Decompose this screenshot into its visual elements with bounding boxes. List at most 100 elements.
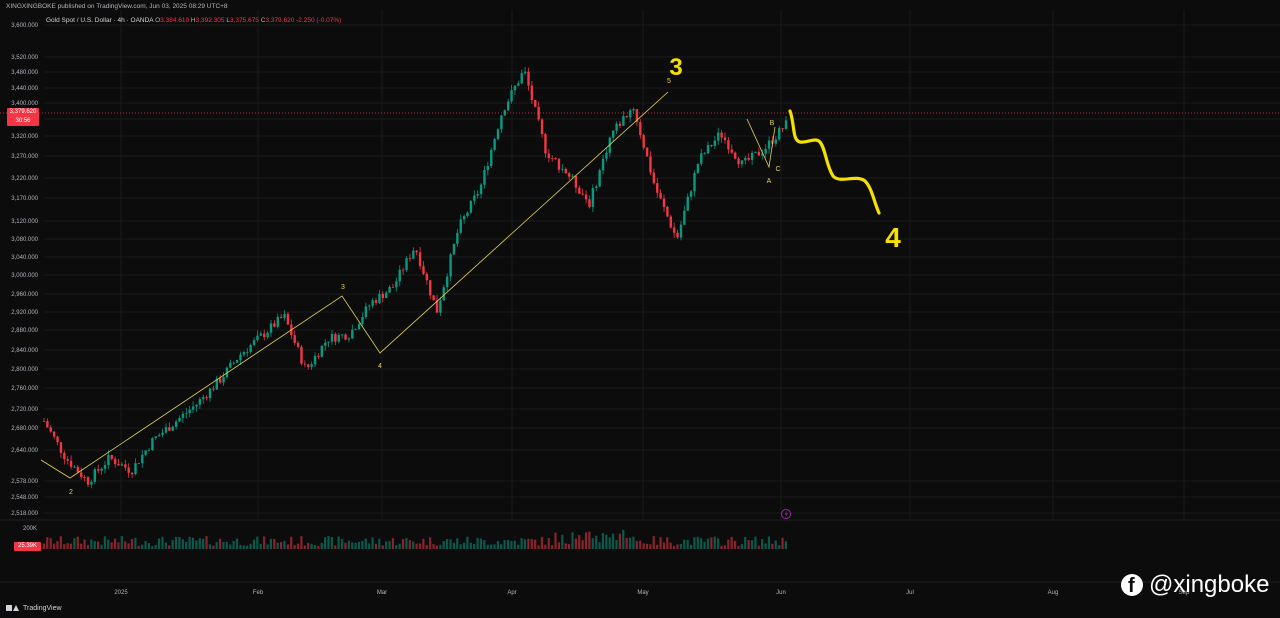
volume-bar bbox=[527, 538, 530, 549]
candle-body bbox=[134, 463, 137, 475]
candle-body bbox=[459, 219, 462, 233]
volume-bar bbox=[256, 536, 259, 549]
volume-bar bbox=[385, 541, 388, 549]
elliott-wave-lines[interactable] bbox=[40, 91, 776, 479]
volume-bar bbox=[479, 538, 483, 549]
volume-bar bbox=[66, 543, 69, 549]
candle-body bbox=[432, 295, 435, 301]
candle-body bbox=[361, 317, 364, 324]
wave-line-correction[interactable] bbox=[746, 118, 776, 169]
y-tick-label: 2,518.000 bbox=[11, 511, 38, 517]
volume-bar bbox=[63, 544, 66, 549]
candle-body bbox=[141, 454, 144, 464]
candle-body bbox=[310, 364, 313, 367]
time-axis[interactable]: 2025 Feb Mar Apr May Jun Jul Aug Sep bbox=[114, 590, 1190, 596]
volume-bar bbox=[466, 536, 469, 549]
open-label: O bbox=[155, 17, 161, 24]
volume-bar bbox=[493, 544, 496, 549]
volume-bar bbox=[679, 544, 682, 549]
volume-bar bbox=[639, 540, 642, 549]
candle-body bbox=[635, 109, 639, 123]
y-tick-label: 3,600.000 bbox=[11, 23, 38, 29]
candle-body bbox=[86, 477, 90, 485]
volume-bar bbox=[750, 540, 754, 549]
volume-bar bbox=[412, 541, 415, 549]
candle-body bbox=[225, 367, 229, 378]
volume-bar bbox=[310, 543, 313, 549]
candle-body bbox=[273, 323, 276, 327]
volume-bar bbox=[351, 542, 354, 549]
volume-bar bbox=[567, 544, 571, 549]
y-tick-label: 3,120.000 bbox=[11, 219, 38, 225]
hand-drawn-projection[interactable] bbox=[788, 109, 881, 215]
candle-body bbox=[266, 332, 269, 338]
candle-body bbox=[395, 281, 398, 288]
volume-bar bbox=[120, 536, 123, 549]
projection-squiggle[interactable] bbox=[788, 109, 881, 215]
candle-body bbox=[391, 286, 395, 288]
volume-bar bbox=[544, 544, 547, 549]
volume-bar bbox=[408, 540, 411, 549]
candle-body bbox=[778, 128, 781, 140]
candle-body bbox=[100, 468, 103, 471]
y-tick-label: 3,080.000 bbox=[11, 237, 38, 243]
x-tick-label: Mar bbox=[377, 590, 387, 596]
volume-bar bbox=[605, 534, 608, 549]
volume-bar bbox=[266, 544, 269, 549]
volume-bar bbox=[73, 538, 76, 549]
volume-bar bbox=[198, 538, 201, 549]
tradingview-logo[interactable]: TradingView bbox=[6, 604, 62, 612]
wave-label: 2 bbox=[69, 489, 73, 496]
volume-bar bbox=[510, 540, 513, 549]
candle-body bbox=[344, 334, 347, 340]
candle-body bbox=[598, 170, 601, 187]
symbol-legend[interactable]: Gold Spot / U.S. Dollar · 4h · OANDA O3,… bbox=[46, 17, 341, 24]
y-tick-label: 3,040.000 bbox=[11, 255, 38, 261]
candle-body bbox=[666, 206, 669, 217]
volume-bar bbox=[361, 540, 364, 549]
candlesticks[interactable] bbox=[42, 66, 788, 489]
candle-body bbox=[679, 224, 683, 238]
volume-bar bbox=[141, 544, 144, 549]
symbol-title[interactable]: Gold Spot / U.S. Dollar · 4h · OANDA bbox=[46, 17, 154, 24]
price-axis[interactable]: 3,600.000 3,520.000 3,480.000 3,440.000 3,40… bbox=[11, 23, 38, 517]
volume-bar bbox=[476, 537, 479, 549]
y-tick-label: 3,220.000 bbox=[11, 176, 38, 182]
candle-body bbox=[90, 481, 93, 485]
candle-body bbox=[388, 286, 391, 293]
candle-body bbox=[462, 216, 466, 220]
volume-bar bbox=[307, 542, 310, 549]
candle-body bbox=[686, 196, 689, 211]
volume-bar bbox=[191, 537, 195, 549]
candle-body bbox=[239, 354, 242, 361]
candle-body bbox=[628, 110, 632, 118]
volume-bar bbox=[320, 542, 323, 549]
lightning-icon[interactable] bbox=[781, 509, 791, 519]
volume-bar bbox=[185, 541, 188, 549]
volume-bar bbox=[723, 545, 727, 549]
wave-line-main[interactable] bbox=[40, 91, 669, 479]
volume-bar bbox=[215, 542, 218, 549]
tradingview-icon bbox=[6, 604, 20, 612]
volume-bar bbox=[666, 537, 669, 549]
candle-body bbox=[334, 334, 337, 342]
volume-bar bbox=[578, 535, 581, 549]
candle-body bbox=[154, 436, 158, 439]
volume-bar bbox=[595, 535, 598, 549]
y-tick-label: 2,720.000 bbox=[11, 407, 38, 413]
volume-bar bbox=[523, 539, 527, 549]
volume-bar bbox=[334, 545, 337, 549]
candle-body bbox=[510, 90, 513, 102]
candle-body bbox=[330, 334, 334, 342]
volume-bar bbox=[676, 544, 679, 549]
volume-bar bbox=[632, 536, 635, 549]
volume-bar bbox=[357, 541, 361, 549]
change-value: -2.250 (-0.07%) bbox=[296, 17, 342, 24]
current-price-tag: 3,379.620 30:56 bbox=[7, 108, 39, 126]
candle-body bbox=[605, 152, 608, 159]
candle-body bbox=[466, 212, 469, 217]
y-tick-label: 2,800.000 bbox=[11, 367, 38, 373]
candle-body bbox=[174, 421, 178, 427]
